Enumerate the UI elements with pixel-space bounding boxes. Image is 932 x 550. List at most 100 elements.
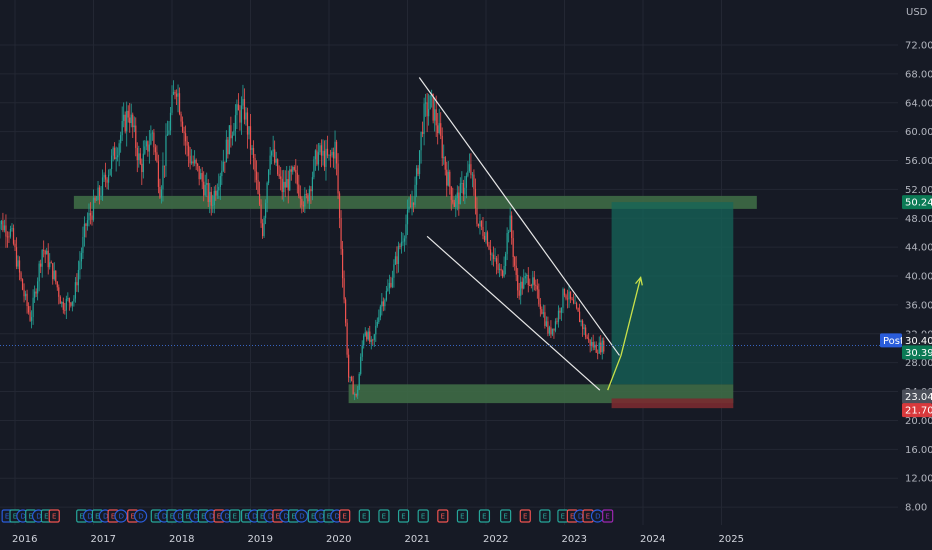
candle-body	[437, 125, 439, 134]
candle-body	[438, 123, 440, 134]
event-letter: D	[268, 513, 273, 521]
candle-body	[375, 325, 377, 335]
candle-body	[266, 182, 268, 203]
candle-body	[334, 141, 336, 159]
candle-body	[263, 217, 265, 236]
candle-body	[275, 159, 277, 163]
candle-body	[156, 152, 158, 162]
candle-body	[210, 191, 212, 206]
event-letter: D	[299, 513, 304, 521]
candle-body	[476, 208, 478, 224]
candle-body	[518, 290, 520, 296]
candle-body	[360, 356, 362, 374]
candle-body	[221, 170, 223, 177]
price-axis[interactable]: USD 8.0012.0016.0020.0024.0028.0032.0036…	[905, 7, 932, 514]
candle-body	[388, 282, 390, 289]
candle-body	[467, 170, 469, 176]
event-letter: E	[586, 513, 590, 521]
price-tag-label: 23.04	[905, 392, 932, 403]
time-axis[interactable]: 2016 2017 2018 2019 2020 2021 2022 2023 2024 2025	[12, 534, 744, 545]
candle-body	[542, 312, 544, 314]
candle-body	[12, 228, 15, 244]
drawings-layer	[0, 77, 898, 391]
candle-body	[126, 110, 128, 132]
candle-body	[97, 187, 99, 200]
candle-body	[326, 148, 329, 156]
candle-body	[366, 332, 368, 340]
candle-body	[565, 295, 567, 299]
candle-body	[159, 186, 161, 198]
candle-body	[3, 225, 6, 231]
price-tag-bg	[902, 195, 932, 210]
candle-body	[551, 328, 554, 335]
event-letter: E	[342, 513, 346, 521]
candle-body	[464, 187, 466, 195]
candle-body	[225, 139, 227, 163]
candle-body	[425, 102, 427, 104]
candle-body	[163, 165, 166, 167]
candle-body	[227, 139, 229, 155]
candle-body	[112, 147, 114, 156]
candle-body	[197, 163, 199, 166]
candle-body	[434, 109, 436, 121]
candle-body	[9, 228, 12, 237]
y-tick-label: 28.00	[905, 358, 932, 369]
candle-body	[62, 301, 64, 310]
candle-body	[550, 327, 552, 335]
event-letter: E	[605, 513, 609, 521]
candle-body	[304, 194, 306, 207]
candle-body	[479, 220, 481, 227]
candle-body	[153, 132, 155, 148]
zone-target	[611, 202, 734, 385]
y-tick-label: 52.00	[905, 185, 932, 196]
price-tag-label: 50.24	[905, 198, 932, 209]
candle-body	[583, 327, 585, 330]
candle-body	[341, 248, 344, 279]
candle-body	[373, 334, 375, 340]
candle-body	[400, 241, 403, 247]
candle-body	[586, 336, 588, 339]
candle-body	[485, 232, 487, 241]
y-tick-label: 16.00	[905, 445, 932, 456]
candle-body	[147, 141, 149, 152]
candle-body	[219, 176, 221, 187]
candle-body	[171, 94, 173, 113]
event-letter: E	[441, 513, 445, 521]
candle-body	[178, 93, 181, 114]
event-letter: E	[244, 513, 248, 521]
candle-body	[556, 321, 558, 323]
candle-body	[47, 250, 49, 268]
candle-body	[186, 141, 188, 146]
candle-body	[594, 344, 596, 348]
event-letter: D	[578, 513, 583, 521]
candle-body	[305, 194, 307, 196]
y-tick-label: 8.00	[905, 503, 927, 514]
candle-body	[381, 301, 383, 307]
candle-body	[509, 215, 511, 232]
candle-body	[261, 223, 264, 236]
x-tick-label: 2025	[719, 534, 744, 545]
candle-body	[67, 298, 69, 300]
event-letter: E	[217, 513, 221, 521]
candle-body	[589, 339, 591, 346]
candle-body	[450, 186, 452, 200]
candle-body	[31, 317, 33, 321]
event-letter: E	[130, 513, 134, 521]
candle-body	[317, 152, 320, 165]
candle-body	[352, 380, 354, 395]
event-letter: E	[561, 513, 565, 521]
candle-body	[40, 263, 42, 267]
event-letter: E	[291, 513, 295, 521]
candle-body	[198, 165, 200, 180]
candle-body	[495, 258, 498, 265]
candle-body	[46, 250, 48, 255]
candle-body	[70, 302, 72, 306]
candle-body	[338, 193, 341, 219]
event-letter: E	[170, 513, 174, 521]
candle-body	[82, 236, 84, 253]
candle-body	[394, 256, 397, 265]
candle-body	[151, 132, 153, 134]
candle-body	[571, 298, 573, 300]
